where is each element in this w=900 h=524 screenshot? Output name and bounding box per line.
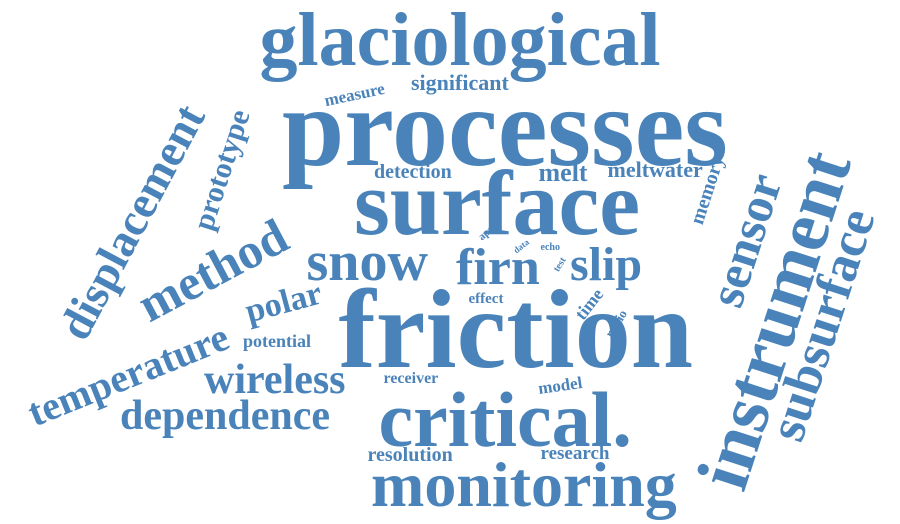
word-resolution: resolution xyxy=(367,444,453,466)
word-melt: melt xyxy=(538,158,588,187)
word-critical: critical. xyxy=(378,376,632,463)
word-dependence: dependence xyxy=(120,393,330,439)
word-glaciological: glaciological xyxy=(259,0,661,82)
word-effect: effect xyxy=(468,290,504,307)
word-wireless: wireless xyxy=(204,357,346,403)
word-significant: significant xyxy=(411,70,509,95)
word-processes: processes xyxy=(282,66,728,190)
word-meltwater: meltwater xyxy=(607,157,703,182)
word-research: research xyxy=(540,442,610,464)
word-firn: firn xyxy=(456,239,540,296)
word-snow: snow xyxy=(306,231,428,293)
word-surface: surface xyxy=(354,152,641,254)
word-echo: echo xyxy=(540,242,560,253)
word-friction: friction xyxy=(338,268,694,392)
word-monitoring: monitoring xyxy=(371,449,677,520)
word-slip: slip xyxy=(570,238,643,291)
word-detection: detection xyxy=(374,161,452,183)
word-potential: potential xyxy=(243,331,312,351)
word-receiver: receiver xyxy=(383,370,439,387)
word-polar: polar xyxy=(240,274,326,331)
